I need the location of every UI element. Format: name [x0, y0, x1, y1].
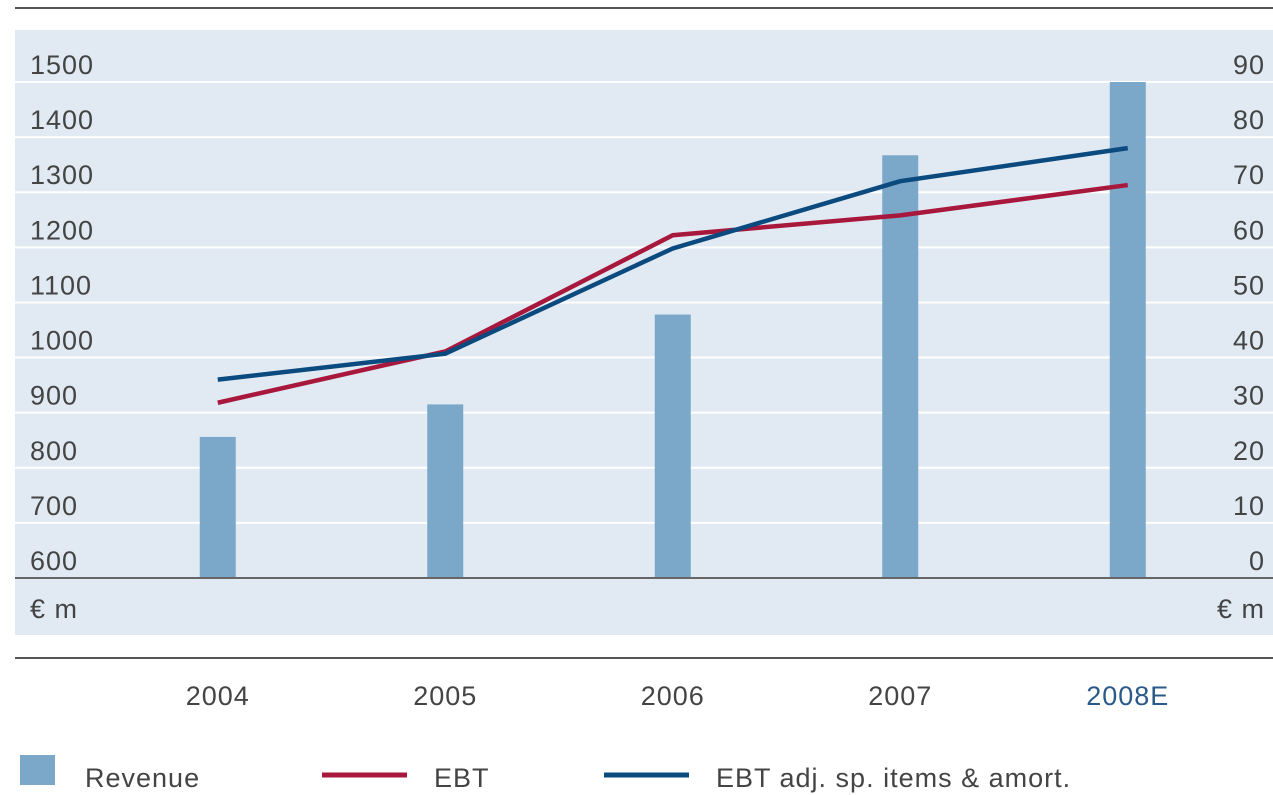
y-tick-label: 1200 — [30, 215, 94, 245]
y-tick-label: 1500 — [30, 50, 94, 80]
line — [217, 145, 1129, 382]
y-tick-label: 1300 — [30, 160, 94, 190]
x-tick-label: 2007 — [868, 681, 932, 711]
y2-tick-label: 20 — [1233, 436, 1265, 466]
y2-tick-label: 10 — [1233, 491, 1265, 521]
bar — [882, 155, 919, 578]
bar — [654, 314, 691, 578]
y2-tick-label: 0 — [1249, 546, 1265, 576]
y-tick-label: 1000 — [30, 326, 94, 356]
y-tick-label: 1100 — [30, 270, 92, 300]
legend-label: EBT adj. sp. items & amort. — [716, 763, 1071, 793]
bar — [199, 436, 236, 578]
y-tick-label: 800 — [30, 436, 78, 466]
bar — [1109, 82, 1146, 578]
x-tick-label: 2004 — [186, 681, 250, 711]
legend-label: EBT — [434, 763, 490, 793]
y2-tick-label: 40 — [1233, 326, 1265, 356]
y2-axis-unit: € m — [1217, 594, 1265, 624]
x-tick-label: 2005 — [413, 681, 477, 711]
bar — [427, 404, 464, 578]
x-tick-label: 2006 — [641, 681, 705, 711]
y-tick-label: 1400 — [30, 105, 94, 135]
x-tick-label: 2008E — [1086, 681, 1169, 711]
y-axis-unit: € m — [30, 594, 78, 624]
legend-label: Revenue — [85, 763, 200, 793]
y2-tick-label: 60 — [1233, 215, 1265, 245]
y2-tick-label: 80 — [1233, 105, 1265, 135]
y-tick-label: 900 — [30, 381, 78, 411]
y-tick-label: 700 — [30, 491, 78, 521]
y2-tick-label: 30 — [1233, 381, 1265, 411]
y2-tick-label: 70 — [1233, 160, 1265, 190]
line — [217, 182, 1129, 405]
y-tick-label: 600 — [30, 546, 78, 576]
y2-tick-label: 50 — [1233, 270, 1265, 300]
legend-swatch — [20, 755, 55, 785]
y2-tick-label: 90 — [1233, 50, 1265, 80]
